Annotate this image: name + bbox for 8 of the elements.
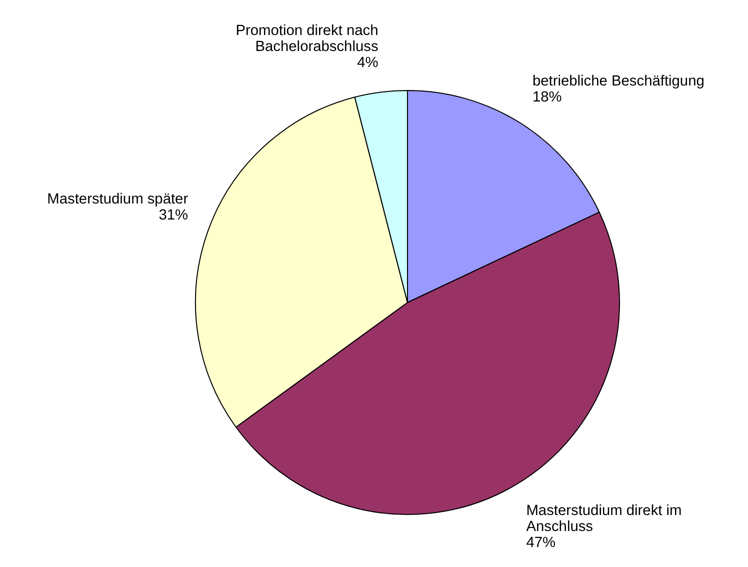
slice-label: betriebliche Beschäftigung	[532, 74, 704, 90]
slice-label: Promotion direkt nach Bachelorabschluss	[236, 23, 378, 56]
data-label: 4%	[357, 55, 378, 72]
data-label: 47%	[526, 535, 556, 552]
slice-label: Masterstudium später	[47, 192, 188, 208]
data-label: 18%	[532, 90, 562, 106]
data-label: 31%	[158, 208, 188, 224]
slice-label: Masterstudium direkt im Anschluss	[526, 503, 682, 536]
